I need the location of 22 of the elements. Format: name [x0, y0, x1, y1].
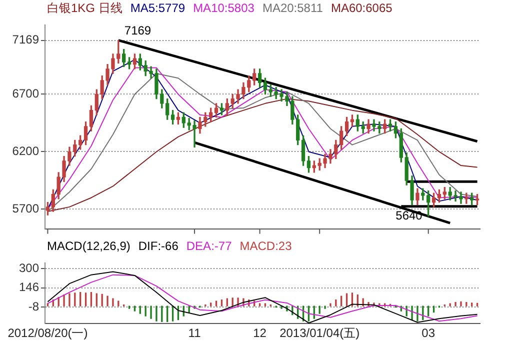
series-label: DIF:-66	[138, 239, 178, 253]
chart-title: MACD(12,26,9)	[47, 239, 130, 253]
y-tick-label: -8	[28, 299, 40, 314]
x-tick-label: 2013/01/04(五)	[280, 326, 360, 340]
chart-title: 白银1KG 日线	[47, 1, 122, 15]
x-tick-label: 11	[188, 326, 202, 340]
y-tick-label: 300	[18, 260, 40, 275]
text: MA20:5811	[262, 1, 323, 15]
x-tick-label: 12	[253, 326, 267, 340]
text: MA5:5779	[130, 1, 186, 15]
text: DEA:-77	[186, 239, 232, 253]
x-tick-label: 2012/08/20(一)	[8, 326, 88, 340]
y-tick-label: 146	[18, 280, 40, 294]
text: MA10:5803	[193, 1, 254, 15]
y-tick-label: 5700	[12, 202, 40, 216]
text: MACD:23	[240, 239, 292, 253]
y-tick-label: 6700	[12, 86, 40, 101]
text: MA60:6065	[330, 1, 392, 15]
annotation: 7169	[124, 24, 152, 38]
y-tick-label: 7169	[12, 32, 40, 47]
x-tick-label: 03	[422, 326, 436, 340]
y-tick-label: 6200	[12, 144, 40, 158]
